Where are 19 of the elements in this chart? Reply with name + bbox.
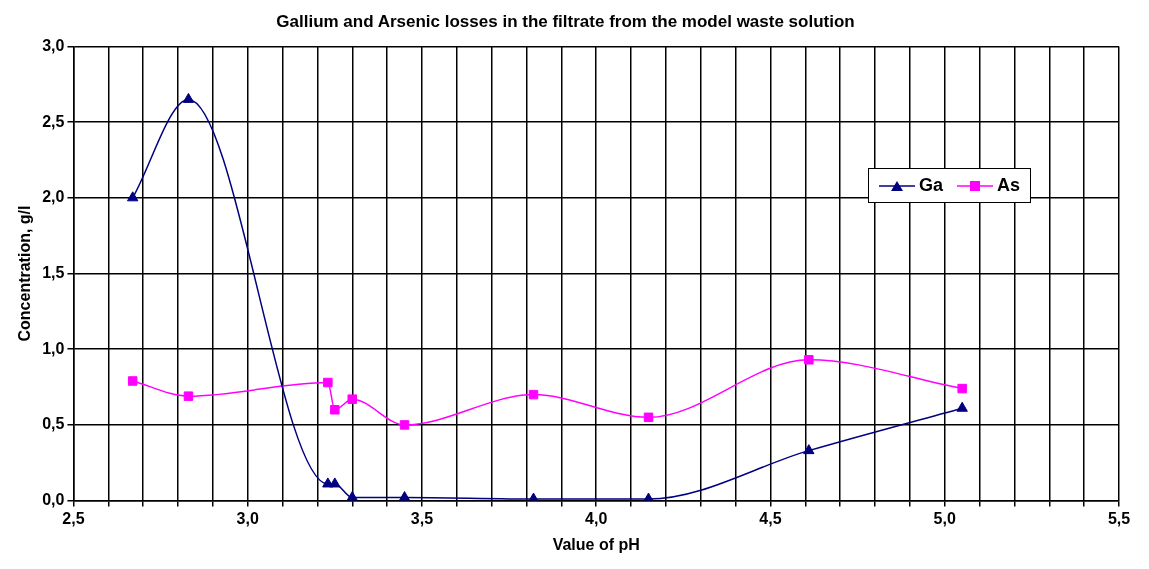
legend-label: As bbox=[996, 175, 1020, 196]
chart-title: Gallium and Arsenic losses in the filtrate from the model waste solution bbox=[276, 11, 855, 31]
x-tick-label: 4,5 bbox=[759, 509, 782, 527]
y-tick-label: 0,5 bbox=[42, 415, 65, 433]
x-tick-label: 3,0 bbox=[236, 509, 259, 527]
x-tick-label: 3,5 bbox=[410, 509, 434, 527]
y-tick-label: 0,0 bbox=[42, 491, 65, 509]
x-tick-label: 5,5 bbox=[1107, 509, 1131, 527]
x-tick-label: 2,5 bbox=[62, 509, 85, 527]
legend-label: Ga bbox=[918, 175, 943, 196]
y-tick-label: 1,0 bbox=[42, 339, 65, 357]
x-tick-label: 5,0 bbox=[933, 509, 956, 527]
y-tick-label: 1,5 bbox=[42, 263, 65, 281]
x-tick-label: 4,0 bbox=[585, 509, 608, 527]
y-tick-label: 2,5 bbox=[42, 112, 65, 130]
x-axis-title: Value of pH bbox=[552, 535, 640, 553]
y-tick-label: 2,0 bbox=[42, 188, 65, 206]
y-axis-title: Concentration, g/l bbox=[16, 205, 34, 342]
y-tick-label: 3,0 bbox=[42, 36, 65, 54]
